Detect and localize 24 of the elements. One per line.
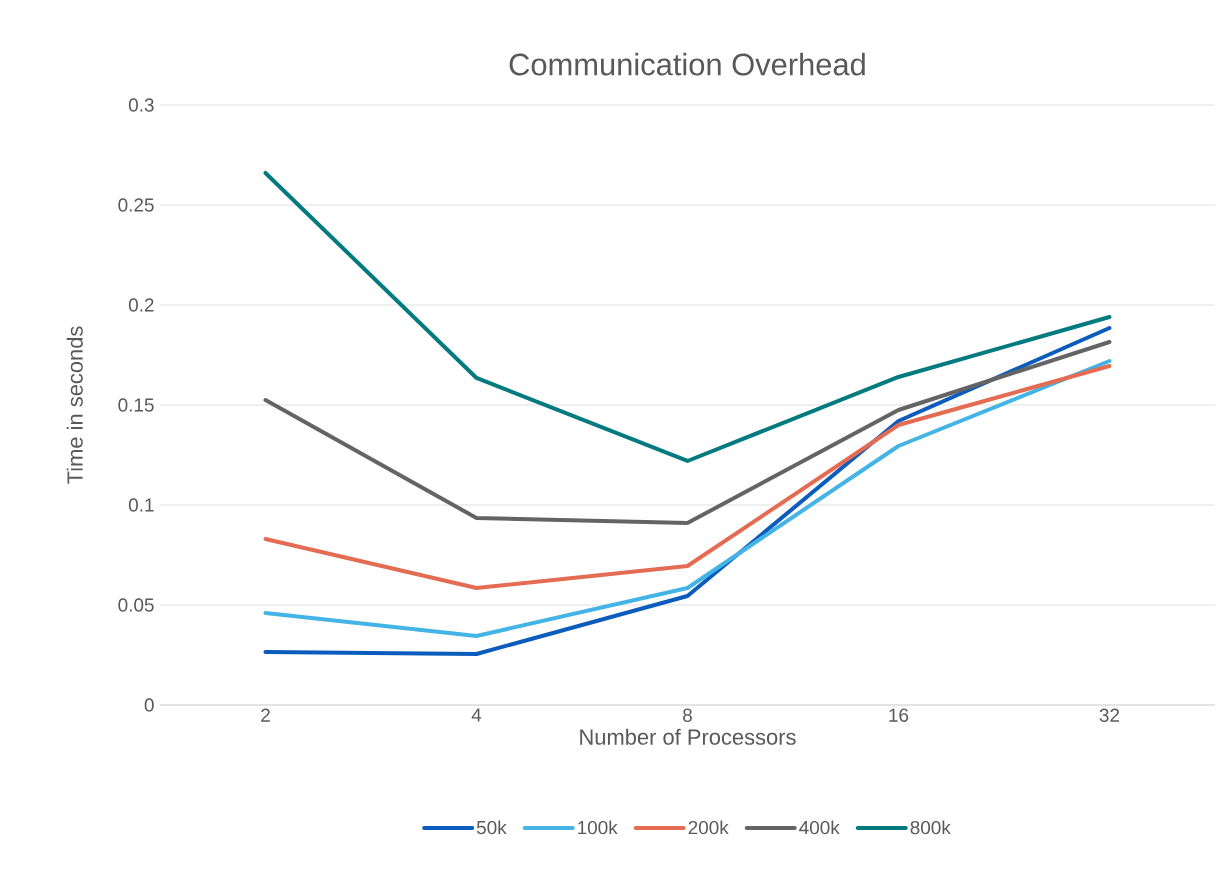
y-tick-label: 0.1 xyxy=(128,498,154,512)
line-series xyxy=(263,363,1112,590)
line-series xyxy=(263,358,1112,638)
chart-title: Communication Overhead xyxy=(509,52,865,76)
x-axis-title: Number of Processors xyxy=(580,728,796,745)
y-tick-label: 0.3 xyxy=(128,98,154,112)
legend-label: 100k xyxy=(578,820,618,835)
y-tick-label: 0.05 xyxy=(118,598,154,612)
legend-label: 800k xyxy=(910,820,951,835)
legend-label: 200k xyxy=(688,820,729,835)
y-axis-title: Time in seconds xyxy=(66,326,83,484)
y-tick-label: 0.25 xyxy=(118,198,154,212)
x-tick-label: 4 xyxy=(471,708,482,722)
x-tick-label: 16 xyxy=(889,708,909,722)
line-series xyxy=(263,170,1112,463)
y-tick-label: 0.2 xyxy=(128,298,154,312)
legend-label: 400k xyxy=(799,820,840,835)
line-series xyxy=(263,339,1112,525)
legend-label: 50k xyxy=(476,820,507,835)
x-tick-label: 32 xyxy=(1099,708,1120,722)
x-tick-label: 8 xyxy=(683,708,692,722)
y-tick-label: 0 xyxy=(144,698,154,712)
x-tick-label: 2 xyxy=(261,708,270,722)
y-tick-label: 0.15 xyxy=(118,398,154,412)
